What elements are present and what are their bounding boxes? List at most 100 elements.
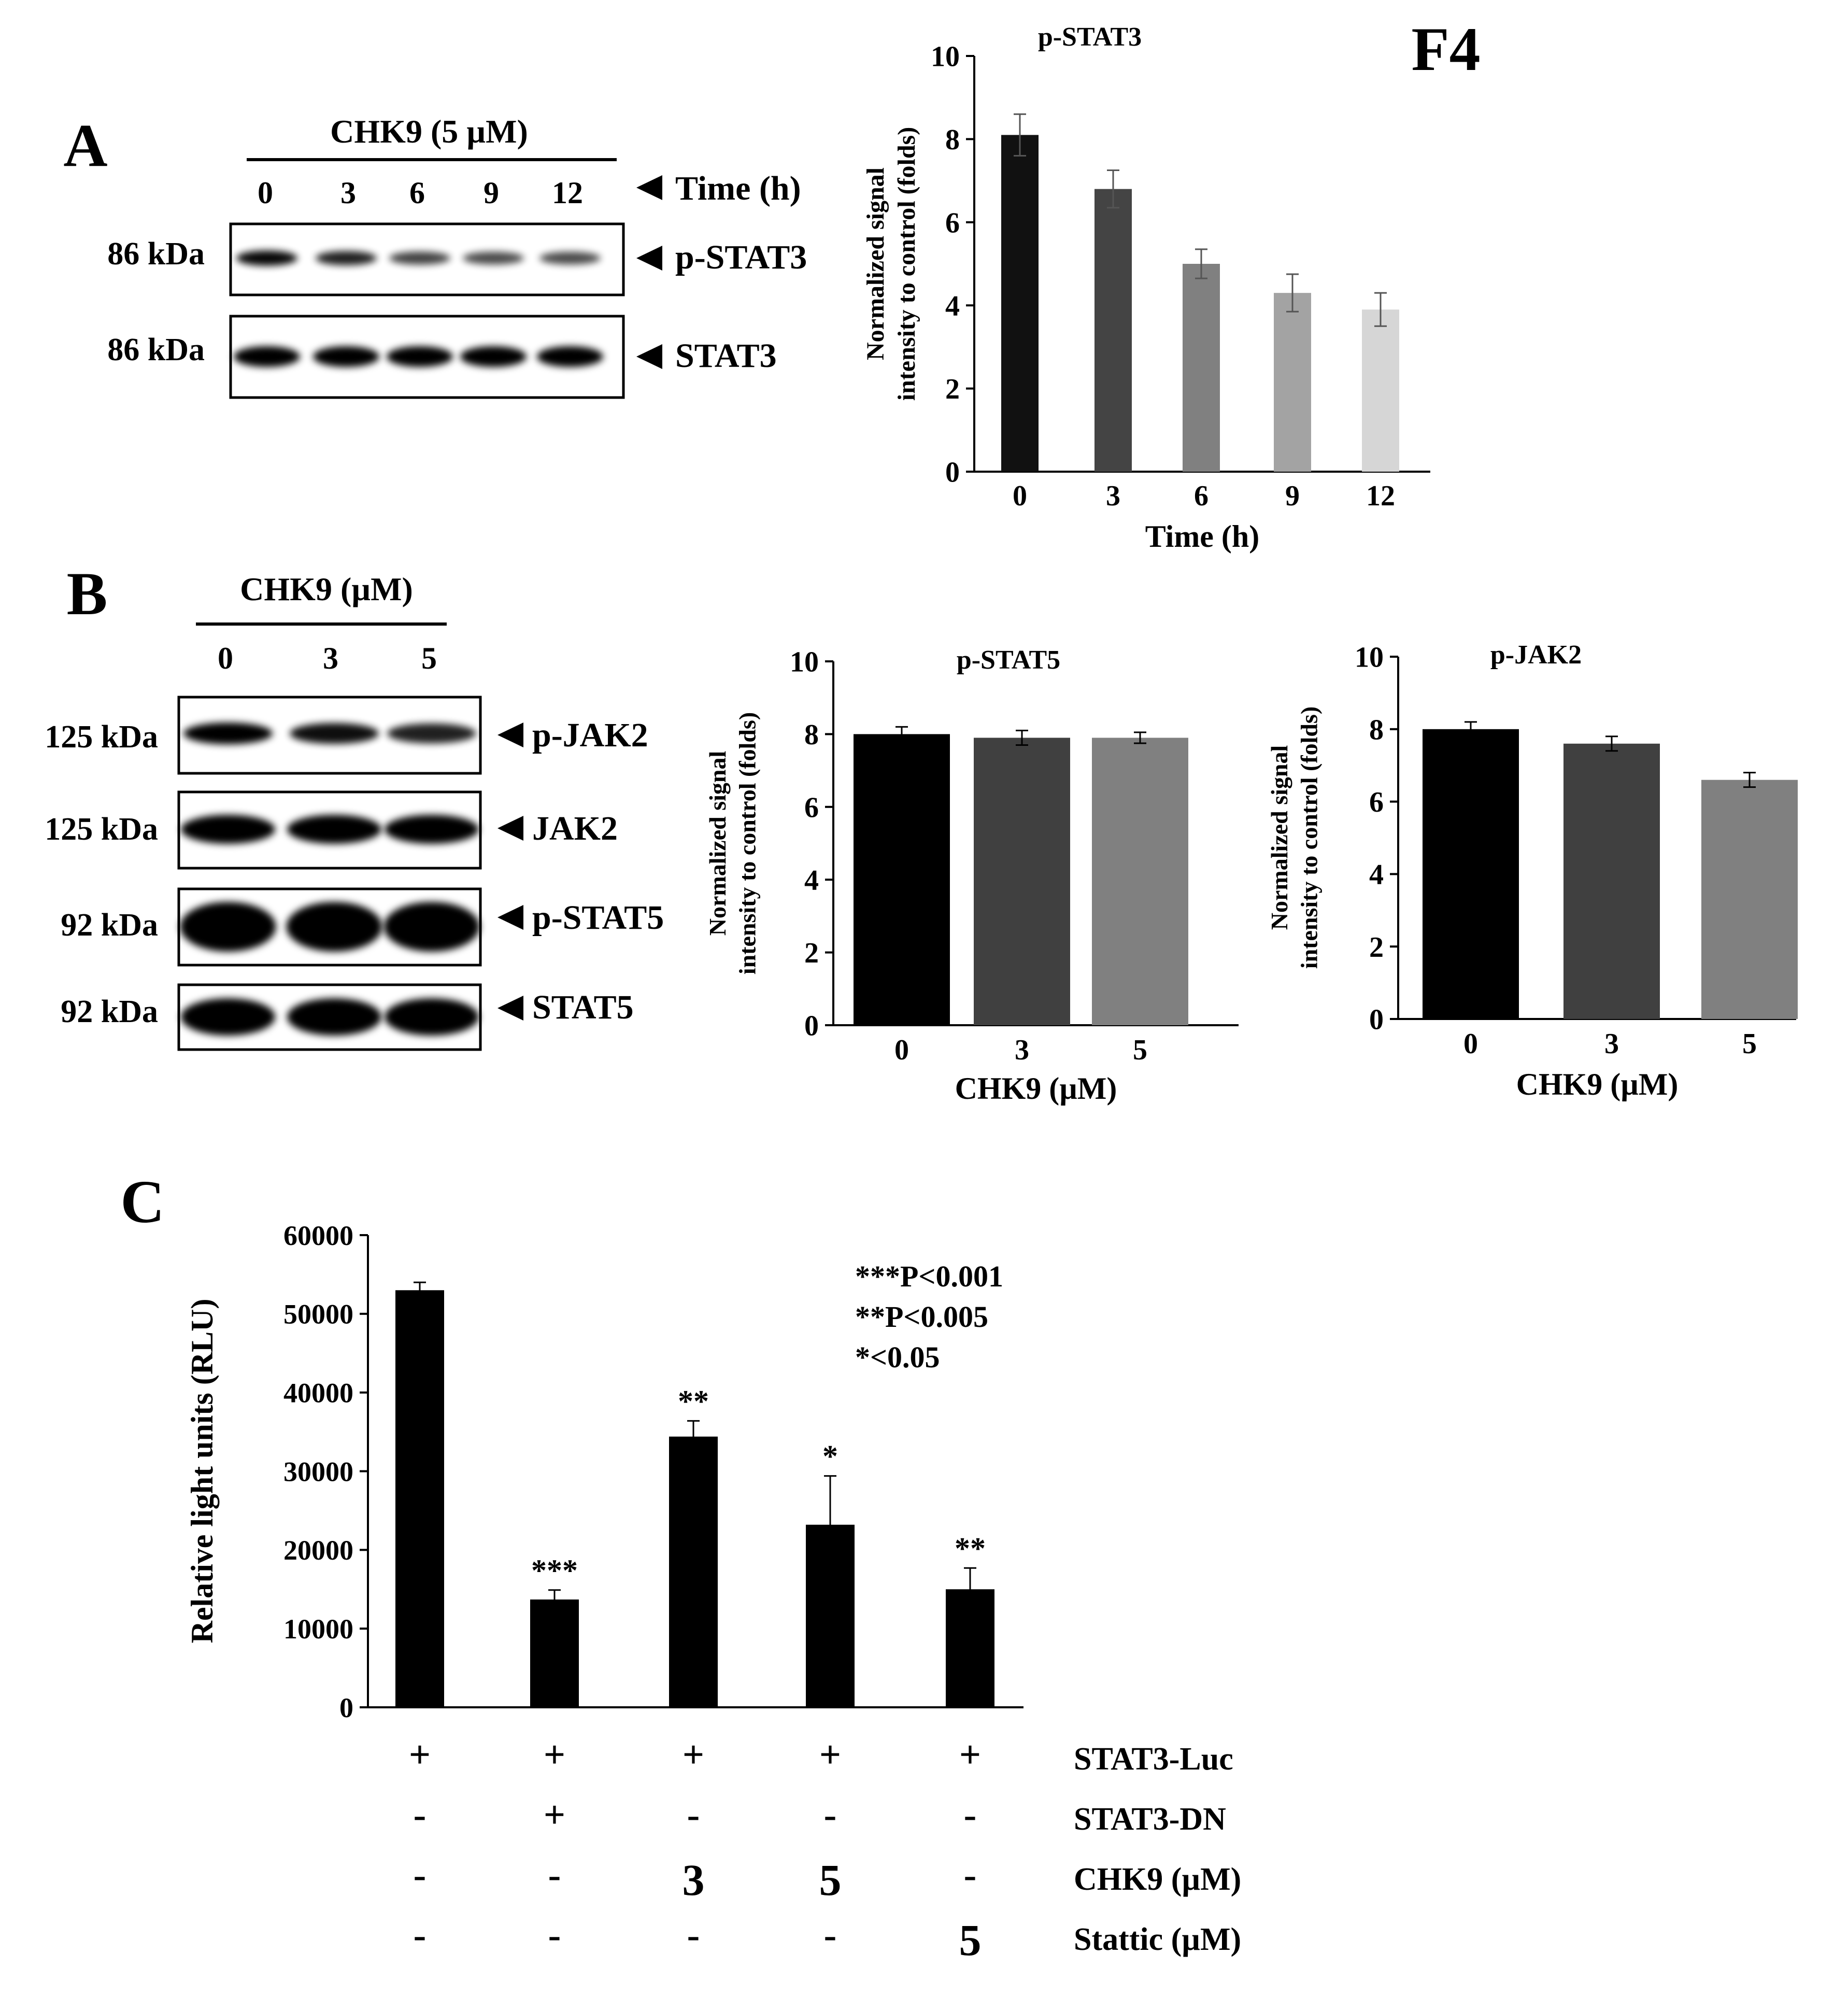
blot-band [316, 251, 377, 265]
condition-symbol: 5 [959, 1915, 982, 1965]
blot-bands [183, 723, 476, 744]
blot-band [180, 902, 276, 952]
significance-mark: ** [955, 1531, 986, 1565]
x-tick-label: 0 [1463, 1028, 1478, 1060]
significance-mark: * [822, 1439, 838, 1474]
bar [669, 1436, 718, 1707]
panel-a-lane-label: 9 [484, 176, 499, 210]
x-tick-label: 3 [1015, 1034, 1029, 1066]
blot-band [460, 346, 527, 367]
y-tick-label: 2 [804, 937, 819, 969]
arrowhead-icon [497, 996, 523, 1021]
y-tick-label: 6 [1369, 786, 1384, 818]
panel-b-treatment-header: CHK9 (µM) [240, 571, 413, 607]
condition-symbol: + [544, 1734, 565, 1776]
bar [1183, 264, 1220, 472]
y-axis-label: Normalized signal intensity to control (f… [1266, 706, 1323, 969]
y-tick-label: 8 [945, 124, 960, 156]
significance-mark: *** [531, 1553, 578, 1588]
condition-symbol: - [414, 1794, 427, 1836]
chart-p-stat5: 0 2 4 6 8 10 0 3 5 p-STAT5 CHK9 (µM) Normalized sig… [704, 645, 1239, 1106]
blot-bands [236, 250, 601, 266]
y-tick-label: 4 [804, 865, 819, 897]
figure-label: F4 [1411, 15, 1480, 83]
blot-mw-label: 92 kDa [61, 908, 158, 943]
x-axis-label: CHK9 (µM) [1516, 1067, 1679, 1101]
panel-c-letter: C [120, 1168, 164, 1236]
bar [1001, 135, 1039, 472]
y-tick-label: 6 [804, 791, 819, 824]
arrowhead-icon [497, 816, 523, 841]
panel-a-treatment-header: CHK9 (5 µM) [330, 113, 528, 150]
condition-symbol: - [414, 1914, 427, 1957]
blot-band [286, 902, 382, 952]
condition-label: STAT3-Luc [1074, 1742, 1233, 1777]
y-tick-label: 8 [804, 719, 819, 751]
significance-note: **P<0.005 [855, 1300, 988, 1334]
condition-symbol: - [687, 1794, 700, 1836]
condition-symbol: - [824, 1794, 837, 1836]
y-tick-label: 30000 [283, 1456, 353, 1487]
blot-band [387, 346, 453, 367]
blot-band [181, 998, 275, 1036]
blot-band [385, 815, 479, 844]
condition-symbol: + [409, 1734, 431, 1776]
panel-b-letter: B [67, 560, 108, 628]
y-tick-label: 4 [945, 290, 960, 322]
x-axis-label: Time (h) [1145, 519, 1260, 554]
blot-band [463, 251, 524, 265]
blot-bands [181, 998, 479, 1036]
blot-target-label: JAK2 [532, 810, 618, 847]
condition-symbol: + [819, 1734, 841, 1776]
y-axis-label: Normalized signal intensity to control (f… [862, 127, 920, 401]
panel-b-blot: B CHK9 (µM) 0 3 5 125 kDa p-JAK2 125 kDa… [45, 560, 664, 1051]
blot-band [385, 998, 479, 1036]
blot-bands [180, 902, 480, 952]
arrowhead-icon [636, 246, 662, 271]
x-tick-label: 0 [894, 1034, 909, 1066]
blot-target-label: p-STAT3 [675, 238, 807, 276]
condition-symbol: + [959, 1734, 981, 1776]
panel-a-lane-axis-label: Time (h) [675, 169, 801, 207]
blot-bands [181, 815, 479, 844]
x-tick-label: 0 [1013, 480, 1027, 512]
blot-band [236, 250, 297, 266]
blot-mw-label: 92 kDa [61, 994, 158, 1029]
y-tick-label: 10 [1355, 642, 1384, 674]
bar [1563, 743, 1660, 1019]
y-tick-label: 0 [945, 457, 960, 489]
condition-symbol: + [683, 1734, 704, 1776]
condition-symbol: - [964, 1854, 977, 1896]
x-axis-label: CHK9 (µM) [955, 1071, 1117, 1106]
blot-band [389, 251, 450, 265]
y-axis-label: Relative light units (RLU) [185, 1299, 219, 1644]
panel-a-lane-label: 0 [258, 176, 273, 210]
y-tick-label: 40000 [283, 1378, 353, 1409]
blot-target-label: STAT5 [532, 988, 634, 1026]
blot-band [234, 346, 300, 367]
bar [395, 1290, 444, 1707]
chart-p-stat3: 0 2 4 6 8 10 0 3 6 9 12 p-STAT3 Time (h) Normalized s… [862, 22, 1430, 554]
x-tick-label: 12 [1366, 480, 1395, 512]
chart-title: p-STAT5 [957, 645, 1060, 675]
blot-bands [234, 346, 603, 367]
panel-a-letter: A [63, 111, 107, 179]
condition-label: Stattic (µM) [1074, 1922, 1241, 1957]
y-tick-label: 2 [1369, 931, 1384, 964]
chart-title: p-STAT3 [1038, 22, 1142, 52]
condition-symbol: - [414, 1854, 427, 1896]
bar [974, 738, 1070, 1025]
x-tick-label: 3 [1604, 1028, 1619, 1060]
panel-b-lane-label: 5 [421, 641, 437, 675]
blot-band [387, 723, 476, 744]
condition-symbol: + [544, 1794, 565, 1836]
bar [1274, 293, 1311, 472]
y-tick-label: 50000 [283, 1299, 353, 1330]
y-tick-label: 10 [790, 646, 819, 678]
bar [1094, 189, 1132, 472]
arrowhead-icon [497, 723, 523, 747]
y-tick-label: 0 [339, 1692, 353, 1723]
panel-a-lane-label: 12 [552, 176, 583, 210]
condition-label: CHK9 (µM) [1074, 1862, 1241, 1897]
